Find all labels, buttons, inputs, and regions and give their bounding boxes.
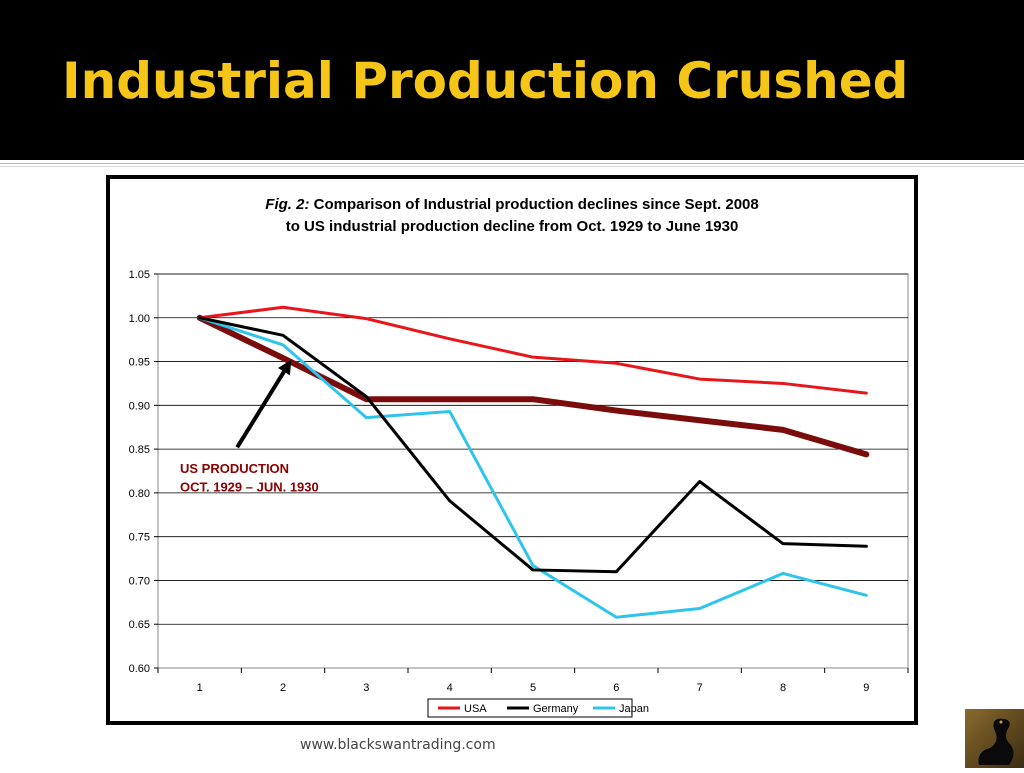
y-tick-label: 0.85: [129, 444, 150, 456]
legend-label-germany: Germany: [533, 703, 579, 715]
x-tick-label: 1: [197, 682, 203, 694]
y-tick-label: 0.70: [129, 575, 150, 587]
y-tick-label: 1.00: [129, 313, 150, 325]
x-tick-label: 7: [697, 682, 703, 694]
y-tick-label: 0.75: [129, 532, 150, 544]
series-line-germany: [198, 316, 868, 574]
y-tick-label: 0.60: [129, 663, 150, 675]
chart-title-line2: to US industrial production decline from…: [286, 218, 739, 235]
annotation-label-line1: US PRODUCTION: [180, 461, 289, 476]
series-line-japan: [198, 316, 868, 619]
y-tick-label: 0.80: [129, 488, 150, 500]
legend-label-usa: USA: [464, 703, 487, 715]
legend-label-japan: Japan: [619, 703, 649, 715]
chart-title-line1: Fig. 2: Comparison of Industrial product…: [265, 196, 758, 213]
divider-line-secondary: [0, 166, 1024, 167]
title-bar: [0, 0, 1024, 160]
slide-title: Industrial Production Crushed: [62, 52, 909, 110]
divider-line: [0, 163, 1024, 164]
chart-frame: Fig. 2: Comparison of Industrial product…: [106, 175, 918, 725]
series-line-usa: [198, 305, 868, 395]
y-tick-label: 0.65: [129, 619, 150, 631]
chart-title-prefix: Fig. 2:: [265, 196, 309, 213]
footer-url: www.blackswantrading.com: [300, 737, 496, 753]
y-tick-label: 0.90: [129, 400, 150, 412]
annotation-label-line2: OCT. 1929 – JUN. 1930: [180, 480, 319, 495]
series-line-us-1929-1930: [196, 314, 870, 458]
black-swan-logo-icon: [965, 709, 1024, 768]
x-tick-label: 6: [613, 682, 619, 694]
line-chart: Fig. 2: Comparison of Industrial product…: [129, 196, 909, 718]
x-tick-label: 4: [447, 682, 453, 694]
annotation-arrowhead: [278, 359, 292, 376]
x-tick-label: 5: [530, 682, 536, 694]
x-tick-label: 8: [780, 682, 786, 694]
annotation-arrow: [235, 370, 286, 449]
chart-title-text: Comparison of Industrial production decl…: [314, 196, 759, 213]
x-tick-label: 2: [280, 682, 286, 694]
y-tick-label: 0.95: [129, 357, 150, 369]
x-tick-label: 9: [863, 682, 869, 694]
legend-box: [427, 698, 633, 718]
x-tick-label: 3: [363, 682, 369, 694]
y-tick-label: 1.05: [129, 269, 150, 281]
